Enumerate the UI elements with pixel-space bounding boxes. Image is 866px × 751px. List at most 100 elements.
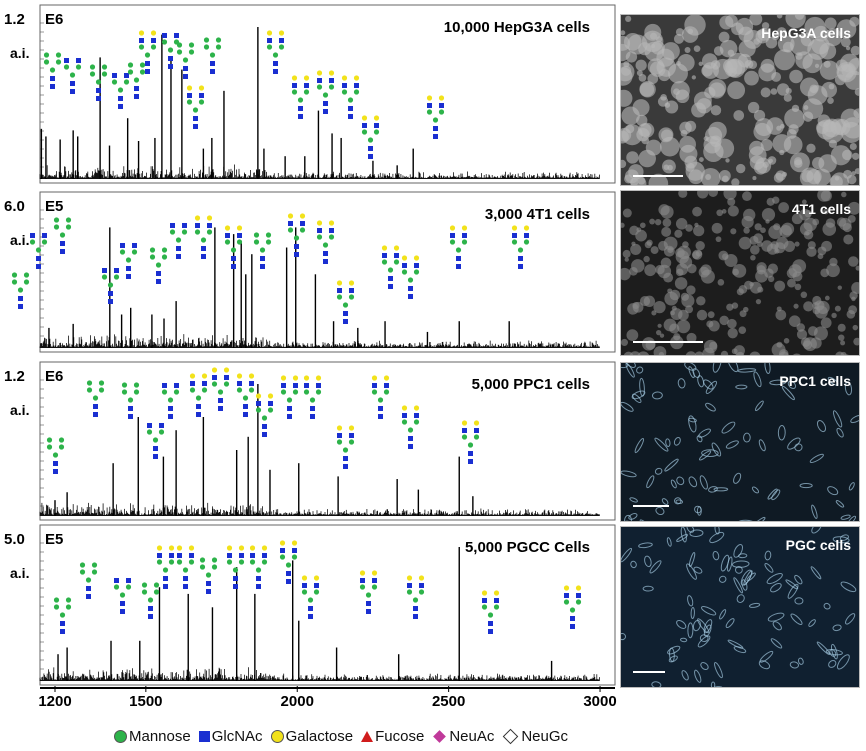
cell-shape	[734, 566, 743, 574]
cell-shape	[686, 563, 697, 580]
glcnac-icon	[294, 252, 299, 257]
legend-neuac: NeuAc	[432, 728, 494, 745]
glcnac-icon	[201, 246, 206, 251]
cell-shape	[621, 159, 627, 169]
cell-shape	[757, 241, 763, 248]
mannose-icon	[322, 242, 329, 248]
glcnac-icon	[468, 451, 473, 456]
y-axis-label: a.i.	[10, 232, 29, 248]
galactose-icon	[511, 225, 518, 231]
cell-shape	[774, 248, 780, 254]
glcnac-icon	[168, 64, 173, 69]
glcnac-icon	[518, 264, 523, 269]
mannose-icon	[449, 239, 456, 245]
cell-shape	[664, 458, 679, 472]
cell-shape	[784, 108, 805, 129]
cell-shape	[824, 295, 830, 301]
glcnac-icon	[206, 581, 211, 586]
glcnac-icon	[120, 243, 125, 248]
glcnac-icon	[86, 594, 91, 599]
cell-shape	[644, 41, 665, 62]
cell-shape	[653, 301, 666, 314]
glcnac-icon	[176, 254, 181, 259]
cell-shape	[675, 247, 685, 258]
cell-shape	[621, 338, 629, 346]
glcnac-icon	[196, 404, 201, 409]
cell-shape	[774, 280, 786, 292]
mannose-icon	[493, 604, 500, 610]
mannose-icon	[119, 592, 126, 598]
cell-shape	[840, 581, 857, 593]
cell-shape	[760, 87, 771, 98]
cell-shape	[801, 199, 807, 205]
glcnac-icon	[256, 401, 261, 406]
glcnac-icon	[388, 284, 393, 289]
cell-shape	[703, 339, 718, 354]
mannose-icon	[127, 62, 134, 68]
mannose-icon	[161, 254, 168, 260]
cell-shape	[732, 268, 739, 276]
cell-shape	[791, 104, 800, 113]
cell-shape	[679, 121, 692, 135]
cell-shape	[688, 415, 697, 433]
cell-shape	[797, 657, 804, 665]
cell-shape	[626, 151, 639, 164]
noise-baseline	[39, 667, 600, 681]
glcnac-icon	[224, 375, 229, 380]
cell-shape	[816, 420, 827, 433]
glcnac-icon	[382, 253, 387, 258]
mannose-icon	[473, 434, 480, 440]
mannose-icon	[313, 589, 320, 595]
mannose-icon	[569, 607, 576, 613]
cell-shape	[684, 363, 697, 371]
glcnac-icon	[273, 69, 278, 74]
cell-shape	[632, 393, 642, 404]
cell-shape	[816, 119, 837, 140]
mannose-icon	[487, 612, 494, 618]
mannose-icon	[342, 302, 349, 308]
glcnac-icon	[128, 406, 133, 411]
mannose-icon	[113, 584, 120, 590]
cell-shape	[686, 285, 696, 295]
galactose-icon	[299, 213, 306, 219]
glcnac-icon	[50, 84, 55, 89]
galactose-icon	[301, 575, 308, 581]
mannose-icon	[286, 397, 293, 403]
galactose-icon	[255, 393, 262, 399]
cell-shape	[807, 326, 818, 336]
cell-shape	[697, 618, 710, 634]
mannose-icon	[347, 97, 354, 103]
cell-shape	[823, 208, 829, 215]
cell-shape	[809, 84, 818, 94]
cell-shape	[657, 264, 672, 279]
cell-shape	[751, 516, 766, 521]
cell-shape	[675, 28, 684, 37]
galactose-icon	[393, 245, 400, 251]
mannose-icon	[261, 559, 268, 565]
glcnac-icon	[132, 243, 137, 248]
mannose-icon	[253, 232, 260, 238]
mannose-icon	[224, 239, 231, 245]
mannose-icon	[111, 79, 118, 85]
glcnac-icon	[281, 383, 286, 388]
glcnac-icon	[64, 58, 69, 63]
cell-shape	[834, 176, 840, 181]
mannose-icon	[29, 239, 36, 245]
galactose-icon	[291, 540, 298, 546]
glcnac-icon	[96, 96, 101, 101]
cell-shape	[783, 135, 803, 155]
cell-shape	[674, 277, 688, 290]
glcnac-icon	[279, 38, 284, 43]
cell-shape	[717, 279, 725, 286]
glcnac-icon	[280, 548, 285, 553]
exponent-label: E6	[45, 368, 63, 385]
galactose-icon	[206, 215, 213, 221]
galactose-icon	[188, 545, 195, 551]
mannose-icon	[175, 237, 182, 243]
galactose-icon	[267, 393, 274, 399]
cell-shape	[651, 310, 657, 316]
mannose-icon	[223, 381, 230, 387]
glcnac-icon	[378, 414, 383, 419]
cell-shape	[663, 164, 670, 171]
mannose-icon	[248, 387, 255, 393]
